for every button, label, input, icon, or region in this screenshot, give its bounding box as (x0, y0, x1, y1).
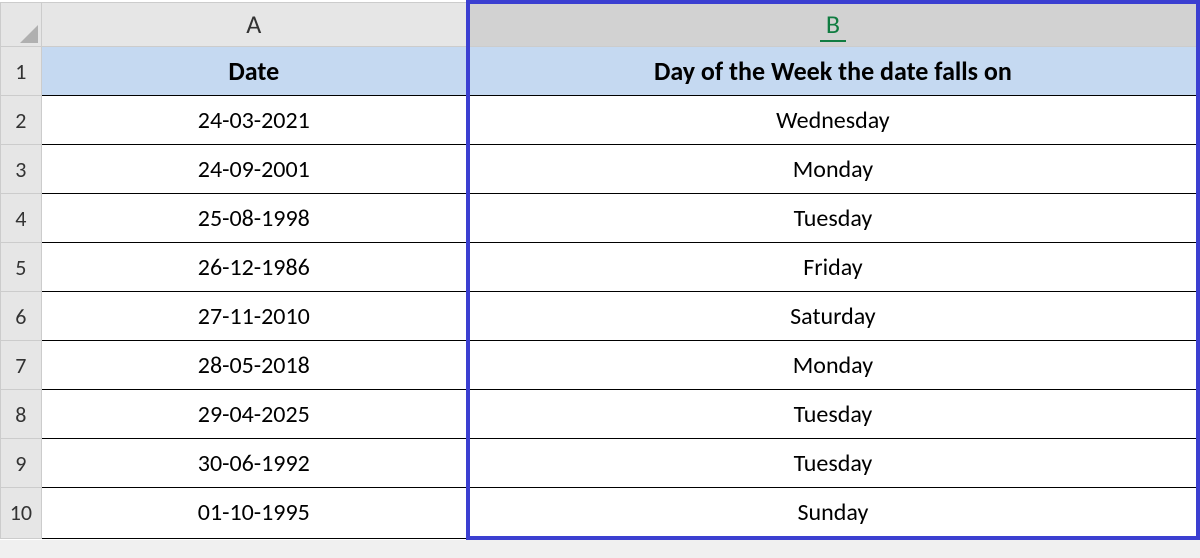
column-letter: B (820, 8, 846, 42)
row-header[interactable]: 6 (1, 292, 42, 341)
row-header[interactable]: 3 (1, 145, 42, 194)
cell-A3[interactable]: 24-09-2001 (41, 145, 468, 194)
row-header[interactable]: 1 (1, 47, 42, 96)
cell-A10[interactable]: 01-10-1995 (41, 488, 468, 539)
row-header[interactable]: 10 (1, 488, 42, 539)
row-header[interactable]: 4 (1, 194, 42, 243)
row-header[interactable]: 8 (1, 390, 42, 439)
spreadsheet: A B 1 Date Day of the Week the date fall… (0, 0, 1200, 540)
select-all-corner[interactable] (1, 2, 42, 47)
cell-A5[interactable]: 26-12-1986 (41, 243, 468, 292)
row-header[interactable]: 2 (1, 96, 42, 145)
cell-B7[interactable]: Monday (468, 341, 1198, 390)
row-header[interactable]: 9 (1, 439, 42, 488)
cell-B9[interactable]: Tuesday (468, 439, 1198, 488)
cell-B2[interactable]: Wednesday (468, 96, 1198, 145)
cell-B8[interactable]: Tuesday (468, 390, 1198, 439)
cell-B6[interactable]: Saturday (468, 292, 1198, 341)
row-header[interactable]: 5 (1, 243, 42, 292)
cell-B1[interactable]: Day of the Week the date falls on (468, 47, 1198, 96)
cell-A9[interactable]: 30-06-1992 (41, 439, 468, 488)
column-header-B[interactable]: B (468, 2, 1198, 47)
grid: A B 1 Date Day of the Week the date fall… (0, 0, 1200, 540)
cell-B10[interactable]: Sunday (468, 488, 1198, 539)
cell-A8[interactable]: 29-04-2025 (41, 390, 468, 439)
row-header[interactable]: 7 (1, 341, 42, 390)
cell-A4[interactable]: 25-08-1998 (41, 194, 468, 243)
cell-A7[interactable]: 28-05-2018 (41, 341, 468, 390)
cell-A1[interactable]: Date (41, 47, 468, 96)
cell-B4[interactable]: Tuesday (468, 194, 1198, 243)
column-letter: A (246, 8, 261, 40)
cell-B5[interactable]: Friday (468, 243, 1198, 292)
cell-A6[interactable]: 27-11-2010 (41, 292, 468, 341)
cell-B3[interactable]: Monday (468, 145, 1198, 194)
cell-A2[interactable]: 24-03-2021 (41, 96, 468, 145)
column-header-A[interactable]: A (41, 2, 468, 47)
